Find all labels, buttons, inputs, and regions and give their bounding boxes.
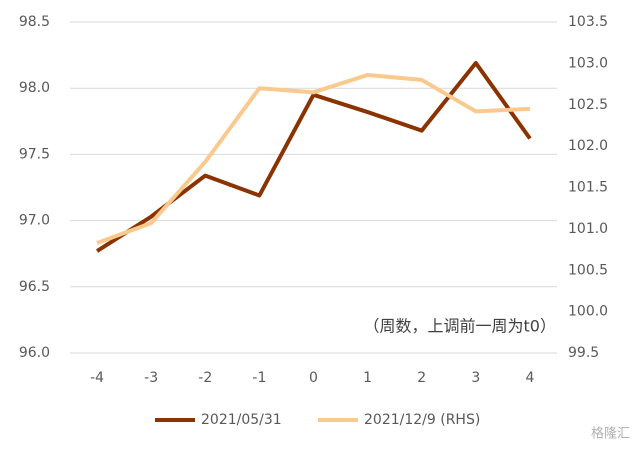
y2-tick-label: 102.0: [568, 138, 608, 154]
y2-tick-label: 101.5: [568, 180, 608, 196]
y-tick-label: 97.0: [19, 213, 50, 229]
x-tick-label: 2: [417, 370, 426, 386]
y-tick-label: 96.5: [19, 279, 50, 295]
legend-label: 2021/12/9 (RHS): [364, 412, 480, 428]
x-tick-label: -1: [252, 370, 266, 386]
y-tick-label: 96.0: [19, 345, 50, 361]
y2-tick-label: 101.0: [568, 221, 608, 237]
x-tick-label: 3: [471, 370, 480, 386]
series-line: [96, 72, 531, 245]
x-tick-label: -4: [90, 370, 104, 386]
x-tick-label: -2: [198, 370, 212, 386]
x-tick-label: 4: [525, 370, 534, 386]
y-tick-label: 98.0: [19, 80, 50, 96]
y-tick-label: 98.5: [19, 14, 50, 30]
x-tick-label: 0: [309, 370, 318, 386]
y2-tick-label: 103.0: [568, 55, 608, 71]
x-tick-label: -3: [144, 370, 158, 386]
y2-tick-label: 100.0: [568, 304, 608, 320]
y-tick-label: 97.5: [19, 146, 50, 162]
y2-tick-label: 102.5: [568, 97, 608, 113]
x-tick-label: 1: [363, 370, 372, 386]
y2-tick-label: 100.5: [568, 262, 608, 278]
y2-tick-label: 99.5: [568, 345, 599, 361]
watermark: 格隆汇: [591, 426, 630, 442]
legend-label: 2021/05/31: [201, 412, 282, 428]
annotation: （周数，上调前一周为t0）: [364, 317, 556, 336]
y2-tick-label: 103.5: [568, 14, 608, 30]
